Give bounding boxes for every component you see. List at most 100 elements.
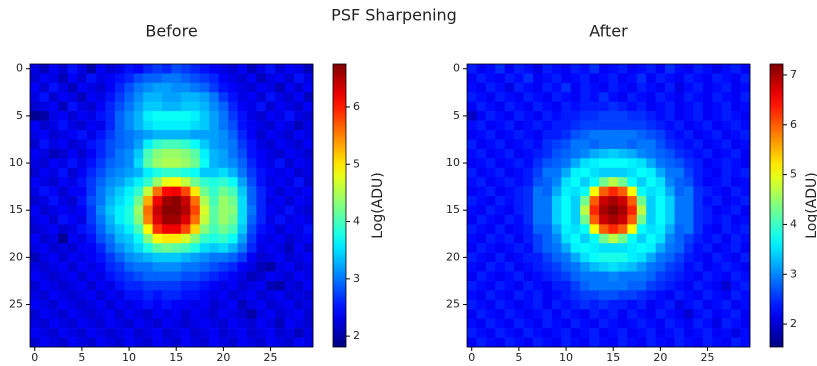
cell <box>49 92 59 102</box>
cell <box>294 196 304 206</box>
cell <box>238 262 248 272</box>
cell <box>256 215 266 225</box>
cell <box>87 215 97 225</box>
cell <box>609 328 619 338</box>
cell <box>68 272 78 282</box>
cell <box>524 309 534 319</box>
cell <box>646 272 656 282</box>
cell <box>105 206 115 216</box>
cell <box>656 73 666 83</box>
cell <box>599 121 609 131</box>
cell <box>552 83 562 93</box>
cell <box>134 139 144 149</box>
cell <box>266 272 276 282</box>
cell <box>731 206 741 216</box>
cell <box>153 243 163 253</box>
cell <box>495 158 505 168</box>
cell <box>675 272 685 282</box>
cell <box>87 73 97 83</box>
cell <box>675 92 685 102</box>
cell <box>87 121 97 131</box>
cell <box>228 338 238 348</box>
cell <box>58 158 68 168</box>
cell <box>495 149 505 159</box>
cell <box>580 300 590 310</box>
cell <box>87 319 97 329</box>
cell <box>486 196 496 206</box>
cell <box>514 338 524 348</box>
cell <box>495 206 505 216</box>
cell <box>524 224 534 234</box>
cell <box>285 243 295 253</box>
cell <box>542 243 552 253</box>
cell <box>30 319 40 329</box>
cell <box>561 300 571 310</box>
cell <box>712 92 722 102</box>
cell <box>599 300 609 310</box>
cell <box>533 215 543 225</box>
cell <box>580 272 590 282</box>
cell <box>115 177 125 187</box>
cell <box>476 262 486 272</box>
cell <box>181 177 191 187</box>
cell <box>561 224 571 234</box>
cell <box>49 309 59 319</box>
cell <box>684 243 694 253</box>
cell <box>96 281 106 291</box>
cell <box>49 224 59 234</box>
cell <box>68 300 78 310</box>
cell <box>190 196 200 206</box>
cell <box>467 290 477 300</box>
cell <box>533 272 543 282</box>
cell <box>266 149 276 159</box>
cell <box>68 206 78 216</box>
cell <box>58 309 68 319</box>
cell <box>256 272 266 282</box>
cell <box>703 338 713 348</box>
cell <box>304 139 314 149</box>
cell <box>571 328 581 338</box>
cell <box>209 177 219 187</box>
cell <box>542 338 552 348</box>
cell <box>712 139 722 149</box>
cell <box>599 196 609 206</box>
cell <box>646 300 656 310</box>
cell <box>266 158 276 168</box>
cell <box>49 168 59 178</box>
cell <box>294 158 304 168</box>
cell <box>49 243 59 253</box>
cell <box>115 139 125 149</box>
cell <box>627 243 637 253</box>
cell <box>514 262 524 272</box>
cell <box>294 130 304 140</box>
cell <box>238 281 248 291</box>
cell <box>693 130 703 140</box>
cell <box>105 262 115 272</box>
cell <box>505 338 515 348</box>
cell <box>304 215 314 225</box>
cell <box>68 64 78 74</box>
cell <box>247 92 257 102</box>
cell <box>561 111 571 121</box>
cell <box>665 281 675 291</box>
cell <box>228 102 238 112</box>
cell <box>181 253 191 263</box>
cell <box>741 139 751 149</box>
cell <box>571 73 581 83</box>
cell <box>609 130 619 140</box>
cell <box>514 139 524 149</box>
cell <box>77 168 87 178</box>
cell <box>275 281 285 291</box>
cell <box>712 243 722 253</box>
cell <box>162 83 172 93</box>
cell <box>627 234 637 244</box>
cell <box>505 281 515 291</box>
cell <box>105 187 115 197</box>
cell <box>172 206 182 216</box>
cell <box>96 121 106 131</box>
cell <box>542 130 552 140</box>
cell <box>693 158 703 168</box>
cell <box>219 272 229 282</box>
cell <box>505 111 515 121</box>
cell <box>181 73 191 83</box>
